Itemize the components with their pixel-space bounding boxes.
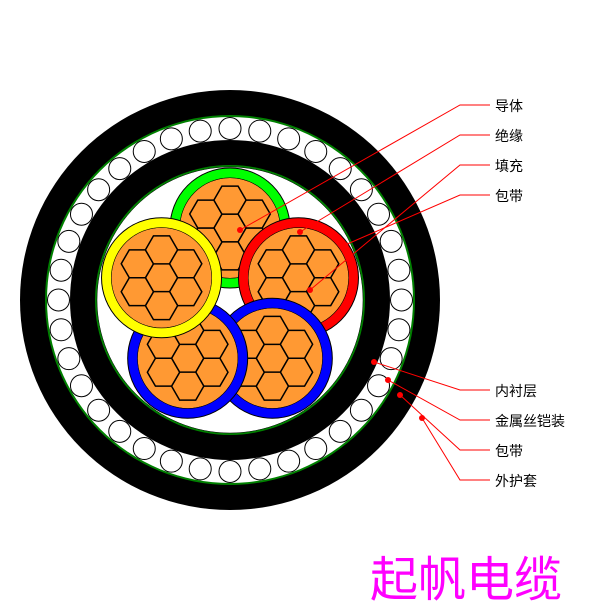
cable-cross-section-diagram: [0, 0, 600, 600]
callout-label-inner_sheath: 内衬层: [495, 381, 537, 401]
callout-label-tape_outer: 包带: [495, 441, 523, 461]
callout-label-filler: 填充: [495, 156, 523, 176]
callout-label-tape_inner: 包带: [495, 186, 523, 206]
callout-label-insulation: 绝缘: [495, 126, 523, 146]
callout-label-armor: 金属丝铠装: [495, 411, 565, 431]
callout-label-conductor: 导体: [495, 96, 523, 116]
callout-label-outer_sheath: 外护套: [495, 471, 537, 491]
